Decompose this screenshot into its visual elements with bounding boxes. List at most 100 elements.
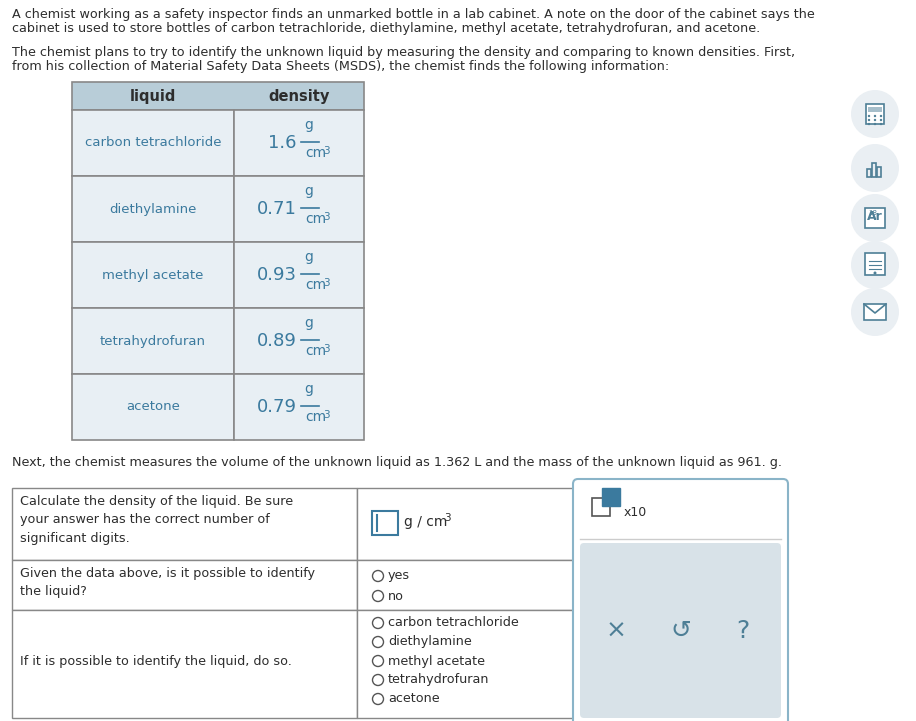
Text: density: density — [268, 89, 330, 104]
Text: carbon tetrachloride: carbon tetrachloride — [85, 136, 222, 149]
Text: A chemist working as a safety inspector finds an unmarked bottle in a lab cabine: A chemist working as a safety inspector … — [12, 8, 814, 21]
Text: g: g — [304, 118, 313, 132]
Text: 3: 3 — [323, 146, 330, 156]
Text: cabinet is used to store bottles of carbon tetrachloride, diethylamine, methyl a: cabinet is used to store bottles of carb… — [12, 22, 760, 35]
Bar — [72, 308, 234, 374]
Text: Calculate the density of the liquid. Be sure
your answer has the correct number : Calculate the density of the liquid. Be … — [20, 495, 293, 545]
Text: diethylamine: diethylamine — [109, 203, 197, 216]
Text: If it is possible to identify the liquid, do so.: If it is possible to identify the liquid… — [20, 655, 292, 668]
Text: 3: 3 — [323, 410, 330, 420]
Text: 3: 3 — [323, 344, 330, 354]
Text: ↺: ↺ — [670, 619, 691, 642]
Circle shape — [867, 123, 870, 125]
Circle shape — [851, 241, 899, 289]
Text: cm: cm — [305, 410, 326, 424]
Circle shape — [373, 617, 384, 629]
Text: liquid: liquid — [130, 89, 176, 104]
Bar — [867, 169, 871, 177]
Bar — [372, 511, 398, 535]
Bar — [357, 610, 577, 718]
Bar — [234, 374, 364, 440]
Bar — [357, 488, 577, 560]
Bar — [868, 107, 882, 112]
Text: The chemist plans to try to identify the unknown liquid by measuring the density: The chemist plans to try to identify the… — [12, 46, 795, 59]
Circle shape — [874, 123, 877, 125]
Text: yes: yes — [388, 570, 410, 583]
Bar — [72, 242, 234, 308]
Text: Given the data above, is it possible to identify
the liquid?: Given the data above, is it possible to … — [20, 567, 315, 598]
Text: g: g — [304, 184, 313, 198]
Bar — [72, 82, 364, 110]
Text: 0.93: 0.93 — [257, 266, 297, 284]
Text: 3: 3 — [323, 212, 330, 222]
Circle shape — [879, 123, 882, 125]
Text: acetone: acetone — [388, 692, 440, 706]
Text: 0.71: 0.71 — [257, 200, 297, 218]
Text: methyl acetate: methyl acetate — [388, 655, 485, 668]
Bar — [872, 163, 876, 177]
Text: tetrahydrofuran: tetrahydrofuran — [388, 673, 489, 686]
Circle shape — [867, 115, 870, 118]
Bar — [592, 498, 610, 516]
Circle shape — [373, 637, 384, 647]
Bar — [865, 253, 885, 275]
Text: g / cm: g / cm — [404, 515, 447, 529]
Circle shape — [373, 570, 384, 582]
Bar — [72, 110, 234, 176]
Bar — [234, 242, 364, 308]
Text: cm: cm — [305, 278, 326, 292]
Bar — [12, 560, 357, 610]
Text: 0.89: 0.89 — [257, 332, 297, 350]
Bar — [234, 176, 364, 242]
Text: acetone: acetone — [126, 400, 180, 414]
Bar — [866, 104, 884, 124]
Text: 0.79: 0.79 — [257, 398, 297, 416]
Circle shape — [874, 119, 877, 121]
Text: cm: cm — [305, 344, 326, 358]
FancyBboxPatch shape — [573, 479, 788, 721]
Text: 18: 18 — [868, 210, 877, 216]
Bar — [877, 167, 881, 177]
Text: cm: cm — [305, 212, 326, 226]
Circle shape — [373, 655, 384, 666]
Circle shape — [373, 590, 384, 601]
Circle shape — [874, 115, 877, 118]
Text: 3: 3 — [444, 513, 451, 523]
Circle shape — [874, 272, 877, 275]
Bar — [602, 488, 620, 506]
Bar — [12, 488, 357, 560]
Bar — [234, 308, 364, 374]
Text: methyl acetate: methyl acetate — [103, 268, 203, 281]
Text: g: g — [304, 382, 313, 396]
Circle shape — [373, 694, 384, 704]
Text: 1.6: 1.6 — [268, 134, 297, 152]
Text: x10: x10 — [624, 505, 648, 518]
Circle shape — [851, 144, 899, 192]
Bar — [357, 560, 577, 610]
Text: from his collection of Material Safety Data Sheets (MSDS), the chemist finds the: from his collection of Material Safety D… — [12, 60, 670, 73]
Bar — [72, 374, 234, 440]
Text: g: g — [304, 316, 313, 330]
Bar — [865, 208, 885, 228]
Text: ×: × — [605, 619, 627, 642]
Text: carbon tetrachloride: carbon tetrachloride — [388, 616, 518, 629]
Text: diethylamine: diethylamine — [388, 635, 472, 648]
Bar — [864, 304, 886, 320]
Bar — [72, 176, 234, 242]
Text: Ar: Ar — [867, 211, 883, 224]
Circle shape — [879, 119, 882, 121]
Text: tetrahydrofuran: tetrahydrofuran — [100, 335, 206, 348]
FancyBboxPatch shape — [580, 543, 781, 718]
Circle shape — [867, 119, 870, 121]
Text: no: no — [388, 590, 404, 603]
Text: 3: 3 — [323, 278, 330, 288]
Circle shape — [851, 288, 899, 336]
Text: cm: cm — [305, 146, 326, 160]
Text: Next, the chemist measures the volume of the unknown liquid as 1.362 L and the m: Next, the chemist measures the volume of… — [12, 456, 782, 469]
Circle shape — [879, 115, 882, 118]
Circle shape — [851, 194, 899, 242]
Circle shape — [851, 90, 899, 138]
Bar — [234, 110, 364, 176]
Text: ?: ? — [736, 619, 749, 642]
Bar — [12, 610, 357, 718]
